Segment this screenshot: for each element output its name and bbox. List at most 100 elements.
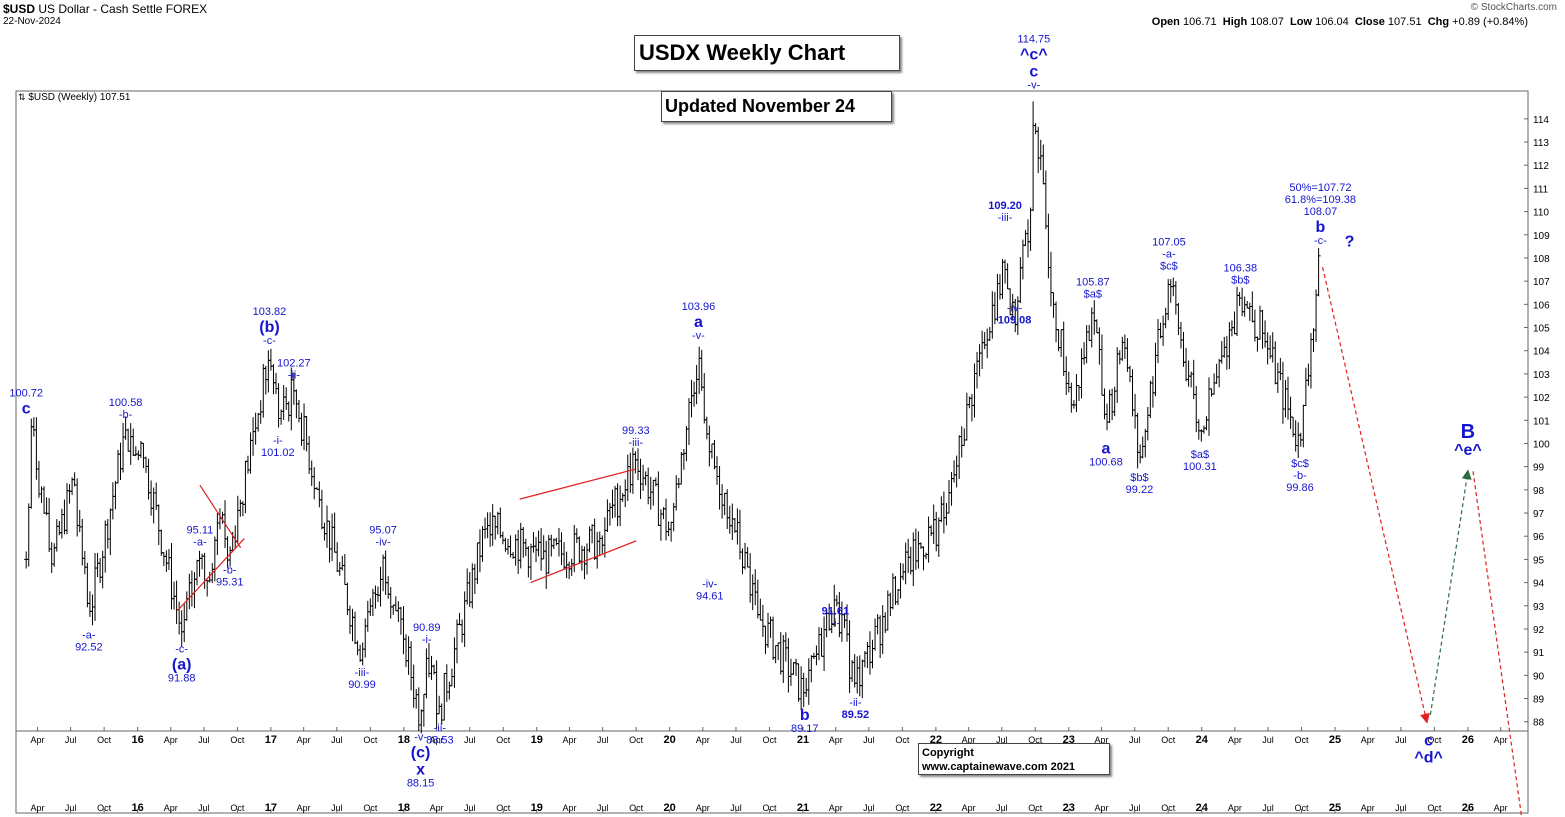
ohlc-bar xyxy=(47,497,52,553)
ohlc-bar xyxy=(1214,363,1219,384)
ohlc-bar xyxy=(161,552,166,567)
ohlc-bar xyxy=(702,373,707,424)
ohlc-bar xyxy=(873,618,878,651)
ohlc-bar xyxy=(952,460,957,483)
ohlc-bar xyxy=(855,656,860,694)
ohlc-bar xyxy=(449,668,454,687)
ohlc-bar xyxy=(1071,400,1076,409)
ohlc-bar xyxy=(375,586,380,603)
wave-label: c xyxy=(22,400,31,417)
ohlc-bar xyxy=(783,632,788,662)
x-tick-label: Jul xyxy=(597,735,609,745)
ohlc-bar xyxy=(340,555,345,571)
ohlc-bar xyxy=(131,428,136,456)
ohlc-bar xyxy=(768,616,773,638)
x-tick-label: Jul xyxy=(996,735,1008,745)
wave-label: $c$ xyxy=(1160,261,1178,273)
ohlc-bar xyxy=(327,520,332,563)
x-tick-label: Oct xyxy=(1294,735,1309,745)
ohlc-bar xyxy=(103,520,108,573)
y-tick-label: 109 xyxy=(1533,231,1550,242)
ohlc-bar xyxy=(44,497,49,516)
ohlc-bar xyxy=(1186,360,1191,387)
wave-label: 114.75 xyxy=(1017,34,1050,46)
ohlc-bar xyxy=(404,634,409,668)
wave-label: -a- xyxy=(193,536,207,548)
ohlc-bar xyxy=(59,508,64,539)
ohlc-bar xyxy=(393,596,398,612)
wave-label: 95.31 xyxy=(216,577,244,589)
ohlc-bar xyxy=(1311,328,1316,353)
ohlc-bar xyxy=(34,417,39,480)
ohlc-bar xyxy=(1150,376,1155,408)
ohlc-bar xyxy=(317,481,322,508)
wave-label: 88.15 xyxy=(407,778,435,790)
wave-label: 89.52 xyxy=(842,709,870,721)
x-tick-label: Jul xyxy=(1395,735,1407,745)
ohlc-bar xyxy=(959,426,964,458)
ohlc-bar xyxy=(1168,279,1173,303)
ohlc-bar xyxy=(720,484,725,519)
ohlc-bar xyxy=(722,492,727,516)
ohlc-bar xyxy=(860,659,865,699)
ohlc-bar xyxy=(1161,315,1166,346)
ohlc-bar xyxy=(796,663,801,702)
ohlc-bar xyxy=(460,619,465,643)
ohlc-bar xyxy=(997,274,1002,300)
y-tick-label: 104 xyxy=(1533,347,1550,358)
wave-label: $a$ xyxy=(1191,449,1209,461)
ohlc-bar xyxy=(304,415,309,452)
x-tick-label-lower: Jul xyxy=(1129,803,1141,813)
ohlc-bar xyxy=(353,611,358,645)
ohlc-bar xyxy=(1041,144,1046,185)
ohlc-bar xyxy=(108,508,113,556)
ohlc-bar xyxy=(666,521,671,537)
y-tick-label: 101 xyxy=(1533,416,1550,427)
ohlc-bar xyxy=(929,525,934,537)
ohlc-bar xyxy=(93,553,98,621)
wave-label: -ii- xyxy=(288,370,301,382)
ohlc-bar xyxy=(156,504,161,546)
series-legend-text: $USD (Weekly) 107.51 xyxy=(28,92,131,103)
ohlc-bar xyxy=(1143,428,1148,458)
wave-label: 91.61 xyxy=(822,606,850,618)
y-tick-label: 92 xyxy=(1533,625,1545,636)
wave-label: x xyxy=(416,762,425,779)
ohlc-bar xyxy=(1087,324,1092,341)
x-tick-label-lower: 19 xyxy=(531,802,543,814)
ohlc-bar xyxy=(890,573,895,610)
wave-label: 61.8%=109.38 xyxy=(1285,194,1356,206)
ohlc-bar xyxy=(562,542,567,570)
x-tick-label: 26 xyxy=(1462,734,1474,746)
ohlc-bar xyxy=(806,658,811,705)
x-tick-label: Jul xyxy=(730,735,742,745)
ohlc-bar xyxy=(625,454,630,502)
wave-label: $b$ xyxy=(1231,274,1249,286)
ohlc-bar xyxy=(1066,371,1071,393)
ohlc-bar xyxy=(475,542,480,585)
ohlc-bar xyxy=(880,605,885,655)
ohlc-bar xyxy=(651,479,656,506)
x-tick-label-lower: 23 xyxy=(1063,802,1075,814)
wave-label: 109.20 xyxy=(988,200,1022,212)
x-tick-label-lower: Jul xyxy=(863,803,875,813)
x-tick-label-lower: Jul xyxy=(996,803,1008,813)
ohlc-bar xyxy=(577,536,582,565)
ohlc-bar xyxy=(985,328,990,359)
wave-label: 50%=107.72 xyxy=(1289,182,1351,194)
ohlc-bar xyxy=(1224,336,1229,370)
wave-label: c xyxy=(1424,733,1433,750)
ohlc-bar xyxy=(342,553,347,585)
x-tick-label: Apr xyxy=(430,735,444,745)
ohlc-bar xyxy=(788,658,793,686)
wave-label: 95.11 xyxy=(187,524,214,536)
ohlc-bar xyxy=(544,540,549,589)
y-tick-label: 90 xyxy=(1533,671,1545,682)
y-tick-label: 108 xyxy=(1533,254,1550,265)
x-tick-label-lower: Oct xyxy=(895,803,910,813)
ohlc-bar xyxy=(98,558,103,584)
ohlc-bar xyxy=(1278,357,1283,381)
wave-label: (c) xyxy=(411,745,431,762)
ohlc-bar xyxy=(1306,363,1311,386)
y-tick-label: 88 xyxy=(1533,718,1545,729)
